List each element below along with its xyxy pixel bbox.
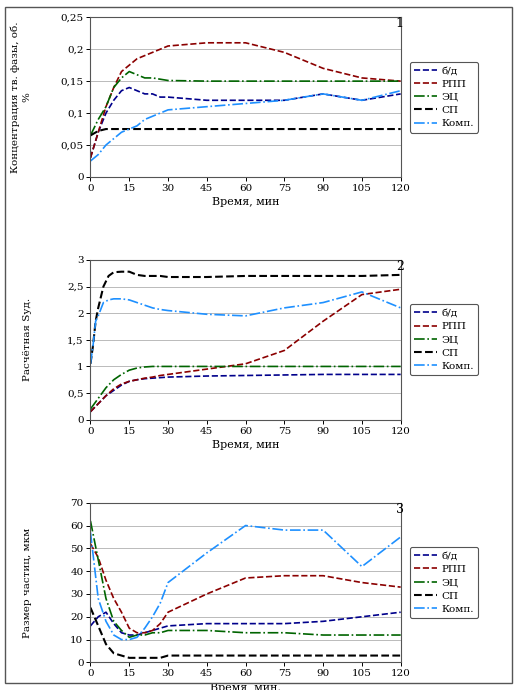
Text: 3: 3: [396, 503, 404, 515]
Text: 2: 2: [396, 260, 404, 273]
Legend: б/д, РПП, ЭЦ, СП, Комп.: б/д, РПП, ЭЦ, СП, Комп.: [410, 61, 478, 132]
Y-axis label: Расчётная Sуд.: Расчётная Sуд.: [23, 298, 32, 382]
Y-axis label: Концентрация тв. фазы, об.
%: Концентрация тв. фазы, об. %: [11, 21, 32, 173]
Legend: б/д, РПП, ЭЦ, СП, Комп.: б/д, РПП, ЭЦ, СП, Комп.: [410, 304, 478, 375]
X-axis label: Время, мин: Время, мин: [212, 197, 279, 207]
Legend: б/д, РПП, ЭЦ, СП, Комп.: б/д, РПП, ЭЦ, СП, Комп.: [410, 547, 478, 618]
Text: 1: 1: [396, 17, 404, 30]
X-axis label: Время, мин.: Время, мин.: [210, 682, 281, 690]
Y-axis label: Размер частиц, мкм: Размер частиц, мкм: [23, 527, 32, 638]
X-axis label: Время, мин: Время, мин: [212, 440, 279, 450]
